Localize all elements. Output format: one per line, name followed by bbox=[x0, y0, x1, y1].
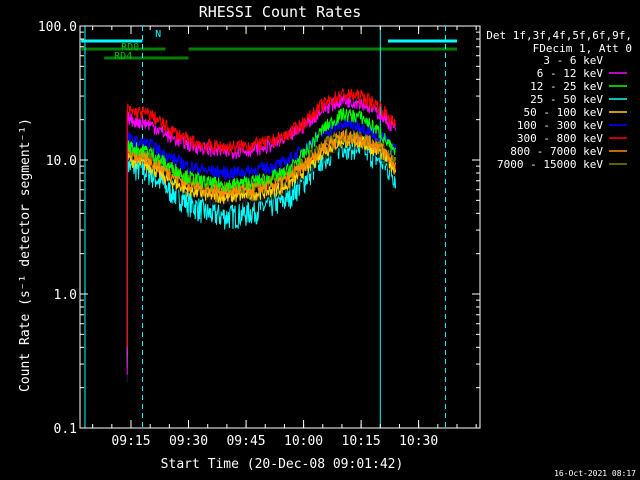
legend-entry-label: 6 - 12 keV bbox=[537, 67, 604, 80]
x-axis-label: Start Time (20-Dec-08 09:01:42) bbox=[161, 457, 404, 472]
axis-ticks: 09:15 09:30 09:45 10:00 10:15 10:30 0.1 1.0 10.0… bbox=[38, 20, 480, 449]
legend-entry-label: 25 - 50 keV bbox=[530, 93, 603, 106]
footer-timestamp: 16-Oct-2021 08:17 bbox=[554, 469, 636, 478]
legend-entry-label: 12 - 25 keV bbox=[530, 80, 603, 93]
x-tick-label: 10:00 bbox=[284, 434, 323, 449]
legend-header-line: Det 1f,3f,4f,5f,6f,9f, bbox=[486, 29, 632, 42]
series-line bbox=[126, 118, 397, 352]
y-axis-label: Count Rate (s⁻¹ detector segment⁻¹) bbox=[18, 118, 33, 392]
legend-entry-label: 3 - 6 keV bbox=[543, 54, 603, 67]
y-tick-label: 100.0 bbox=[38, 20, 77, 35]
vertical-markers bbox=[84, 26, 446, 428]
legend: Det 1f,3f,4f,5f,6f,9f,FDecim 1, Att 03 -… bbox=[486, 29, 632, 171]
y-tick-label: 10.0 bbox=[46, 154, 77, 169]
plot-frame bbox=[79, 25, 481, 429]
x-tick-label: 10:15 bbox=[342, 434, 381, 449]
y-tick-label: 0.1 bbox=[54, 422, 77, 437]
legend-entry-label: 100 - 300 keV bbox=[517, 119, 603, 132]
series-group bbox=[126, 88, 397, 383]
plot-border bbox=[79, 25, 481, 429]
legend-entry-label: 50 - 100 keV bbox=[524, 106, 604, 119]
series-line bbox=[126, 130, 397, 344]
legend-entry-label: 300 - 800 keV bbox=[517, 132, 603, 145]
series-line bbox=[126, 107, 397, 369]
legend-entry-label: 7000 - 15000 keV bbox=[497, 158, 603, 171]
attenuator-bar-label: RD0 bbox=[121, 42, 139, 53]
legend-header-line: FDecim 1, Att 0 bbox=[533, 42, 632, 55]
legend-entry-label: 800 - 7000 keV bbox=[510, 145, 603, 158]
x-tick-label: 09:15 bbox=[111, 434, 150, 449]
chart-title: RHESSI Count Rates bbox=[199, 3, 362, 21]
attenuator-bar-label: RD4 bbox=[114, 51, 132, 62]
series-line bbox=[126, 88, 397, 348]
y-tick-label: 1.0 bbox=[54, 288, 77, 303]
attenuator-bar-label: N bbox=[155, 29, 161, 40]
x-tick-label: 09:30 bbox=[169, 434, 208, 449]
x-tick-label: 10:30 bbox=[399, 434, 438, 449]
x-tick-label: 09:45 bbox=[226, 434, 265, 449]
